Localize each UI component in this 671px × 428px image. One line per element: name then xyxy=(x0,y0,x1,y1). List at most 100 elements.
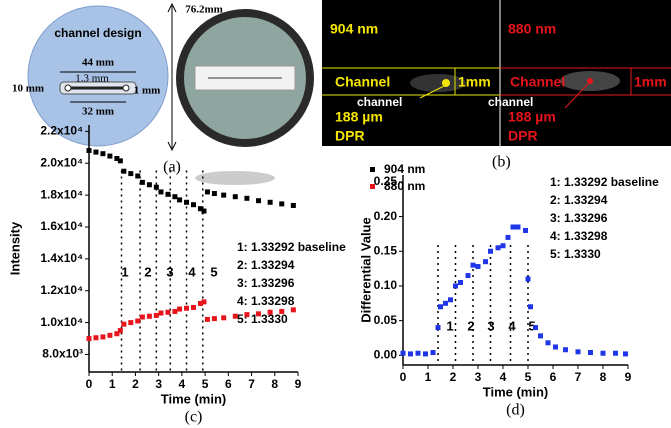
x-tick-label: 5 xyxy=(202,377,209,391)
micrograph xyxy=(322,0,671,146)
x-tick-label: 9 xyxy=(295,377,302,391)
point xyxy=(153,312,159,318)
note: 1: 1.33292 baseline xyxy=(550,175,659,189)
point xyxy=(221,315,227,321)
segment-label: 5 xyxy=(528,318,535,333)
point xyxy=(279,201,285,207)
point xyxy=(191,304,196,310)
port xyxy=(64,84,72,92)
point xyxy=(114,155,120,161)
point xyxy=(423,351,428,357)
note: 2: 1.33294 xyxy=(237,258,295,272)
point xyxy=(232,313,238,319)
x-tick-label: 0 xyxy=(86,377,93,391)
scale-label: 1mm xyxy=(458,74,491,90)
x-tick-label: 3 xyxy=(155,377,162,391)
point xyxy=(117,158,123,164)
point xyxy=(158,189,164,195)
point xyxy=(128,320,134,326)
segment-label: 2 xyxy=(144,264,151,279)
dim-label: 1 mm xyxy=(134,85,161,97)
x-tick-label: 9 xyxy=(625,370,632,384)
point xyxy=(438,304,443,310)
point xyxy=(488,248,493,254)
shadow xyxy=(195,171,275,185)
point xyxy=(121,321,127,327)
point xyxy=(538,333,543,339)
note: 5: 1.3330 xyxy=(550,247,601,261)
point xyxy=(525,276,531,282)
dim-label: 32 mm xyxy=(82,106,114,118)
panel-b: 904 nm Channel 1mm channel 188 µm DPR 88… xyxy=(322,0,671,171)
x-tick-label: 1 xyxy=(425,370,432,384)
point xyxy=(448,297,453,303)
x-tick-label: 6 xyxy=(225,377,232,391)
x-tick-label: 0 xyxy=(400,370,407,384)
method-label: DPR xyxy=(335,128,365,144)
arrow-head xyxy=(167,2,177,152)
dim-label: 44 mm xyxy=(82,57,114,69)
point xyxy=(184,305,190,311)
point xyxy=(290,202,296,208)
point xyxy=(435,325,441,331)
point xyxy=(107,332,113,338)
point xyxy=(201,208,207,214)
point xyxy=(221,192,227,198)
point xyxy=(430,350,436,356)
point xyxy=(197,206,203,212)
x-tick-label: 4 xyxy=(179,377,186,391)
x-tick-label: 5 xyxy=(525,370,532,384)
point xyxy=(256,311,262,317)
point xyxy=(415,350,421,356)
point xyxy=(172,308,178,314)
panel-label: (a) xyxy=(163,159,181,176)
pointer-label: channel xyxy=(357,95,402,109)
point xyxy=(191,202,196,208)
point xyxy=(483,259,488,265)
y-tick-label: 2.2x10⁴ xyxy=(40,124,83,138)
point xyxy=(533,325,538,331)
port xyxy=(122,84,130,92)
legend-label: 904 nm xyxy=(384,162,425,176)
note: 4: 1.33298 xyxy=(550,229,608,243)
point xyxy=(139,179,145,185)
glow xyxy=(410,74,466,92)
y-tick-label: 1.4x10⁴ xyxy=(40,251,83,265)
point xyxy=(100,151,106,157)
spot xyxy=(442,79,450,87)
y-axis-title: Intensity xyxy=(7,221,22,275)
point xyxy=(146,313,152,319)
panel-a: channel design 44 mm 1.3 mm 10 mm 1 mm 3… xyxy=(12,2,314,185)
note: 1: 1.33292 baseline xyxy=(237,240,346,254)
segment-label: 3 xyxy=(166,264,173,279)
point xyxy=(475,264,481,270)
note: 3: 1.33296 xyxy=(237,276,295,290)
point xyxy=(117,328,123,334)
point xyxy=(553,344,558,350)
point xyxy=(114,331,120,337)
x-tick-label: 7 xyxy=(248,377,255,391)
legend-label: 880 nm xyxy=(384,179,425,193)
point xyxy=(211,191,217,197)
note: 4: 1.33298 xyxy=(237,294,295,308)
x-tick-label: 2 xyxy=(450,370,457,384)
x-tick-label: 4 xyxy=(500,370,507,384)
point xyxy=(204,189,210,195)
panel-label: (c) xyxy=(185,409,203,426)
method-label: DPR xyxy=(508,128,538,144)
panel-label: (d) xyxy=(506,402,525,419)
point xyxy=(505,234,511,240)
channel-label: Channel xyxy=(510,74,565,90)
x-tick-label: 8 xyxy=(600,370,607,384)
point xyxy=(139,314,145,320)
note: 2: 1.33294 xyxy=(550,193,608,207)
point xyxy=(100,334,106,340)
x-tick-label: 2 xyxy=(132,377,139,391)
dim-label: 76.2mm xyxy=(185,4,223,16)
point xyxy=(443,300,448,306)
point xyxy=(165,191,171,197)
point xyxy=(408,351,413,357)
y-tick-label: 2.0x10⁴ xyxy=(40,155,83,169)
spot xyxy=(587,78,593,84)
